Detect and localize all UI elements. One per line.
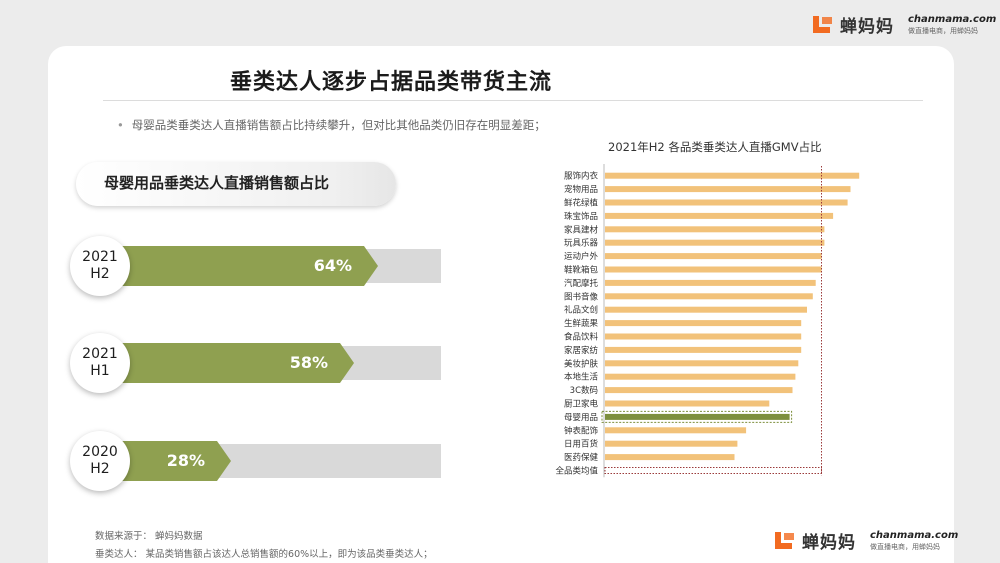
chart-bar	[605, 279, 816, 286]
brand-tagline: 做直播电商，用蝉妈妈	[908, 26, 978, 35]
stat-row-2020-h2: 28% 2020 H2	[70, 431, 445, 491]
chart-bar	[605, 427, 747, 434]
chart-category-label: 家具建材	[564, 224, 599, 235]
chart-bar	[605, 212, 834, 219]
chart-category-label: 医药保健	[564, 452, 599, 463]
brand-site: chanmama.com 做直播电商，用蝉妈妈	[870, 530, 958, 552]
chart-category-label: 玩具乐器	[564, 238, 599, 249]
left-section-heading: 母婴用品垂类达人直播销售额占比	[76, 158, 396, 210]
chart-bar	[605, 226, 825, 233]
bullet-dot-icon: •	[117, 118, 124, 132]
chanmama-logo-icon	[810, 13, 836, 37]
chanmama-logo-icon	[772, 529, 798, 553]
chart-category-label: 珠宝饰品	[564, 211, 598, 222]
chart-category-label: 家居家纺	[564, 345, 599, 356]
stat-arrow-shape	[116, 246, 378, 286]
stat-arrow-shape	[116, 343, 354, 383]
chart-bar	[605, 186, 851, 193]
chart-category-label: 汽配摩托	[564, 278, 599, 289]
chart-category-label: 礼品文创	[564, 305, 598, 316]
summary-bullet: • 母婴品类垂类达人直播销售额占比持续攀升，但对比其他品类仍旧存在明显差距；	[117, 117, 546, 133]
chart-category-label: 运动户外	[564, 251, 599, 262]
brand-site: chanmama.com 做直播电商，用蝉妈妈	[908, 14, 996, 36]
chart-bar-average	[604, 467, 822, 474]
stat-arrow	[116, 246, 380, 286]
brand-url: chanmama.com	[870, 529, 959, 541]
gmv-bar-chart: 服饰内衣宠物用品鲜花绿植珠宝饰品家具建材玩具乐器运动户外鞋靴箱包汽配摩托图书音像…	[555, 164, 860, 478]
brand-url: chanmama.com	[908, 13, 997, 25]
chart-bar	[605, 239, 825, 246]
chart-bar	[605, 199, 848, 206]
chart-bar	[605, 454, 735, 461]
chart-bar	[605, 400, 770, 407]
period-year: 2020	[82, 444, 118, 460]
chart-category-label: 美妆护肤	[564, 358, 599, 369]
footnote-definition: 垂类达人： 某品类销售额占该达人总销售额的60%以上，即为该品类垂类达人；	[95, 549, 433, 560]
stat-arrow	[116, 441, 233, 481]
chart-category-label: 服饰内衣	[564, 171, 599, 182]
chart-bar	[605, 333, 802, 340]
chart-bar	[605, 306, 807, 313]
chart-bar	[605, 387, 793, 394]
chart-bar	[605, 266, 822, 273]
brand-tagline: 做直播电商，用蝉妈妈	[870, 542, 940, 551]
period-half: H1	[90, 363, 110, 379]
stat-arrow	[116, 343, 356, 383]
chart-category-label: 宠物用品	[564, 184, 598, 195]
chart-bar	[605, 373, 796, 380]
stat-percent: 28%	[166, 451, 205, 470]
chart-category-label: 3C数码	[570, 385, 598, 396]
chart-bar	[605, 440, 738, 447]
period-badge: 2021 H1	[70, 333, 130, 393]
footnote-source: 数据来源于： 蝉妈妈数据	[95, 531, 203, 542]
chart-bar	[605, 346, 802, 353]
chart-category-label: 食品饮料	[564, 332, 599, 343]
chart-bar	[605, 320, 802, 327]
period-half: H2	[90, 461, 110, 477]
period-year: 2021	[82, 346, 118, 362]
stat-percent: 64%	[313, 256, 352, 275]
stat-row-2021-h1: 58% 2021 H1	[70, 333, 445, 393]
chart-category-label: 鲜花绿植	[564, 198, 599, 209]
period-half: H2	[90, 266, 110, 282]
chart-bar	[605, 253, 822, 260]
left-heading-text: 母婴用品垂类达人直播销售额占比	[104, 174, 330, 192]
brand-footer: 蝉妈妈 chanmama.com 做直播电商，用蝉妈妈	[772, 528, 958, 553]
chart-bar	[605, 413, 790, 420]
stat-arrow-shape	[116, 441, 231, 481]
chart-category-label: 母婴用品	[564, 413, 598, 423]
chart-category-label: 日用百货	[564, 439, 599, 450]
chart-category-label: 钟表配饰	[564, 425, 599, 436]
title-divider	[103, 100, 923, 101]
brand-header: 蝉妈妈 chanmama.com 做直播电商，用蝉妈妈	[810, 12, 996, 37]
page-title: 垂类达人逐步占据品类带货主流	[230, 70, 553, 95]
heading-pill	[76, 162, 396, 206]
stat-row-2021-h2: 64% 2021 H2	[70, 236, 445, 296]
brand-name: 蝉妈妈	[802, 533, 856, 553]
chart-category-label: 厨卫家电	[564, 399, 599, 410]
chart-category-label: 本地生活	[564, 372, 599, 383]
chart-bar	[605, 172, 860, 179]
brand-name: 蝉妈妈	[840, 17, 894, 37]
chart-category-label: 鞋靴箱包	[564, 265, 599, 276]
chart-category-label: 全品类均值	[555, 466, 598, 477]
period-badge: 2021 H2	[70, 236, 130, 296]
chart-category-label: 图书音像	[564, 291, 599, 302]
period-badge: 2020 H2	[70, 431, 130, 491]
chart-bar	[605, 293, 813, 300]
stat-percent: 58%	[289, 353, 328, 372]
chart-title: 2021年H2 各品类垂类达人直播GMV占比	[608, 140, 822, 154]
chart-bar	[605, 360, 799, 367]
summary-bullet-text: 母婴品类垂类达人直播销售额占比持续攀升，但对比其他品类仍旧存在明显差距；	[131, 118, 546, 132]
chart-category-label: 生鲜蔬果	[564, 318, 599, 329]
chart-bar-highlight-frame	[601, 410, 793, 423]
period-year: 2021	[82, 249, 118, 265]
